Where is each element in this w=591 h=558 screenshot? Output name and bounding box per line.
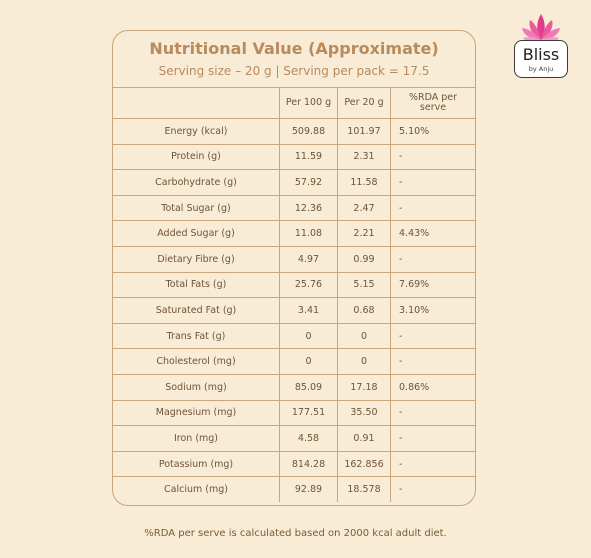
cell-nutrient: Saturated Fat (g)	[113, 297, 280, 324]
cell-nutrient: Calcium (mg)	[113, 476, 280, 502]
cell-per-100g: 0	[279, 322, 338, 350]
table-row: Protein (g) 11.59 2.31-	[113, 143, 475, 171]
cell-per-20g: 101.97	[337, 118, 391, 145]
table-row: Energy (kcal) 509.88 101.97 5.10%	[113, 118, 475, 145]
logo-box: Bliss by Anju	[514, 40, 568, 78]
logo-word: Bliss	[522, 45, 560, 64]
table-row: Calcium (mg) 92.89 18.578-	[113, 476, 475, 502]
cell-rda: 3.10%	[390, 297, 475, 324]
cell-rda: -	[390, 476, 475, 502]
cell-per-20g: 162.856	[337, 450, 391, 478]
cell-rda: -	[390, 143, 475, 171]
cell-per-20g: 0	[337, 322, 391, 350]
table-row: Added Sugar (g) 11.08 2.21 4.43%	[113, 220, 475, 247]
cell-per-100g: 92.89	[279, 476, 338, 502]
lotus-icon	[522, 14, 560, 42]
cell-rda: 5.10%	[390, 118, 475, 145]
cell-per-20g: 0.91	[337, 425, 391, 452]
table-row: Trans Fat (g) 0 0-	[113, 322, 475, 350]
cell-nutrient: Dietary Fibre (g)	[113, 245, 280, 273]
cell-per-20g: 2.21	[337, 220, 391, 247]
cell-per-100g: 814.28	[279, 450, 338, 478]
cell-nutrient: Trans Fat (g)	[113, 322, 280, 350]
cell-per-100g: 11.08	[279, 220, 338, 247]
cell-rda: 0.86%	[390, 373, 475, 401]
nutrition-card: Nutritional Value (Approximate) Serving …	[112, 30, 476, 506]
cell-nutrient: Magnesium (mg)	[113, 399, 280, 427]
header-per-20g: Per 20 g	[337, 87, 391, 119]
cell-per-100g: 3.41	[279, 297, 338, 324]
cell-rda: -	[390, 399, 475, 427]
cell-nutrient: Total Fats (g)	[113, 271, 280, 299]
cell-per-20g: 2.47	[337, 194, 391, 222]
table-row: Dietary Fibre (g) 4.97 0.99-	[113, 245, 475, 273]
table-row: Carbohydrate (g) 57.92 11.58-	[113, 169, 475, 196]
table-row: Cholesterol (mg) 0 0-	[113, 348, 475, 375]
cell-rda: 7.69%	[390, 271, 475, 299]
cell-nutrient: Iron (mg)	[113, 425, 280, 452]
table-row: Magnesium (mg) 177.51 35.50-	[113, 399, 475, 427]
logo-byline: by Anju	[528, 65, 554, 73]
cell-per-100g: 177.51	[279, 399, 338, 427]
cell-per-20g: 0.99	[337, 245, 391, 273]
table-row: Saturated Fat (g) 3.41 0.68 3.10%	[113, 297, 475, 324]
table-row: Sodium (mg) 85.09 17.18 0.86%	[113, 373, 475, 401]
cell-nutrient: Added Sugar (g)	[113, 220, 280, 247]
cell-nutrient: Carbohydrate (g)	[113, 169, 280, 196]
footnote: %RDA per serve is calculated based on 20…	[144, 528, 447, 539]
table-row: Potassium (mg) 814.28 162.856-	[113, 450, 475, 478]
cell-nutrient: Protein (g)	[113, 143, 280, 171]
cell-per-20g: 0	[337, 348, 391, 375]
cell-per-20g: 17.18	[337, 373, 391, 401]
cell-rda: -	[390, 322, 475, 350]
cell-rda: -	[390, 450, 475, 478]
cell-per-100g: 509.88	[279, 118, 338, 145]
cell-per-20g: 18.578	[337, 476, 391, 502]
cell-per-20g: 0.68	[337, 297, 391, 324]
header-per-100g: Per 100 g	[279, 87, 338, 119]
brand-logo: Bliss by Anju	[510, 12, 572, 82]
table-row: Iron (mg) 4.58 0.91-	[113, 425, 475, 452]
cell-nutrient: Potassium (mg)	[113, 450, 280, 478]
nutrition-table: Per 100 g Per 20 g %RDA per serve Energy…	[113, 87, 475, 502]
cell-per-20g: 2.31	[337, 143, 391, 171]
table-row: Total Sugar (g) 12.36 2.47-	[113, 194, 475, 222]
serving-info: Serving size – 20 g | Serving per pack =…	[158, 64, 430, 78]
cell-rda: -	[390, 348, 475, 375]
header-nutrient	[113, 87, 280, 119]
cell-nutrient: Total Sugar (g)	[113, 194, 280, 222]
cell-per-20g: 35.50	[337, 399, 391, 427]
cell-rda: -	[390, 245, 475, 273]
table-header-row: Per 100 g Per 20 g %RDA per serve	[113, 87, 475, 119]
cell-per-100g: 4.97	[279, 245, 338, 273]
cell-per-100g: 0	[279, 348, 338, 375]
page-title: Nutritional Value (Approximate)	[149, 39, 439, 58]
cell-per-100g: 11.59	[279, 143, 338, 171]
table-row: Total Fats (g) 25.76 5.15 7.69%	[113, 271, 475, 299]
cell-rda: 4.43%	[390, 220, 475, 247]
cell-nutrient: Energy (kcal)	[113, 118, 280, 145]
cell-per-100g: 57.92	[279, 169, 338, 196]
cell-per-20g: 11.58	[337, 169, 391, 196]
cell-per-100g: 12.36	[279, 194, 338, 222]
cell-rda: -	[390, 194, 475, 222]
cell-per-100g: 85.09	[279, 373, 338, 401]
cell-per-100g: 4.58	[279, 425, 338, 452]
cell-rda: -	[390, 169, 475, 196]
cell-rda: -	[390, 425, 475, 452]
cell-per-20g: 5.15	[337, 271, 391, 299]
cell-per-100g: 25.76	[279, 271, 338, 299]
header-rda: %RDA per serve	[390, 87, 475, 119]
cell-nutrient: Sodium (mg)	[113, 373, 280, 401]
cell-nutrient: Cholesterol (mg)	[113, 348, 280, 375]
